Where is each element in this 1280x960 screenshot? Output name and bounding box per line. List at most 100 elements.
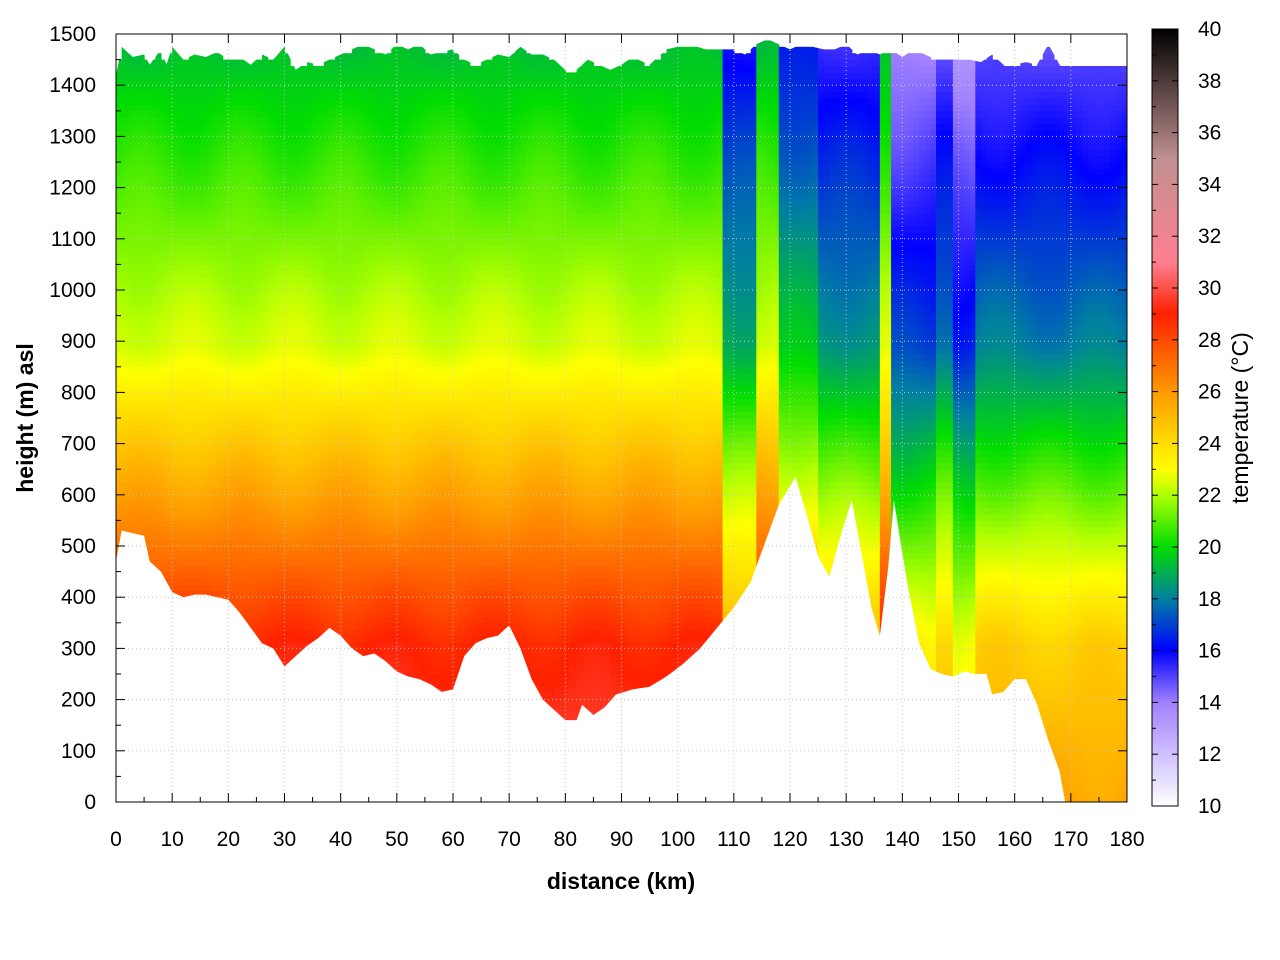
heatmap-cell [121,366,128,374]
heatmap-cell [312,309,319,317]
heatmap-cell [183,539,190,547]
heatmap-cell [222,437,229,445]
heatmap-cell [301,213,308,221]
heatmap-cell [267,379,274,387]
heatmap-cell [318,117,325,125]
heatmap-cell [278,232,286,240]
heatmap-cell [217,514,224,521]
heatmap-cell [183,469,190,477]
heatmap-cell [200,443,207,451]
heatmap-cell [228,258,235,265]
heatmap-cell [121,386,128,393]
heatmap-cell [278,635,286,643]
heatmap-cell [267,91,274,99]
heatmap-cell [318,206,325,214]
heatmap-cell [318,514,325,521]
heatmap-cell [189,552,196,560]
heatmap-cell [211,142,218,150]
heatmap-cell [295,590,302,598]
heatmap-cell [127,379,134,387]
heatmap-cell [267,354,274,361]
heatmap-cell [306,117,314,125]
heatmap-cell [166,514,173,521]
heatmap-cell [335,219,342,227]
heatmap-cell [301,322,308,329]
heatmap-cell [138,251,145,259]
heatmap-cell [306,437,314,445]
heatmap-cell [172,251,179,259]
heatmap-cell [121,226,128,233]
heatmap-cell [116,213,123,221]
heatmap-cell [273,315,280,323]
heatmap-cell [301,123,308,131]
heatmap-cell [138,98,145,105]
heatmap-cell [351,373,359,381]
heatmap-cell [256,296,263,304]
heatmap-cell [329,155,336,163]
heatmap-cell [335,584,342,592]
heatmap-cell [160,194,168,201]
heatmap-cell [250,526,258,534]
heatmap-cell [323,85,331,93]
heatmap-cell [301,264,308,272]
heatmap-cell [127,110,134,118]
heatmap-cell [318,213,325,221]
heatmap-cell [228,264,235,272]
heatmap-cell [323,578,331,585]
heatmap-cell [183,168,190,176]
heatmap-cell [233,603,241,611]
heatmap-cell [189,533,196,541]
heatmap-cell [295,533,302,541]
heatmap-cell [256,219,263,227]
heatmap-cell [256,290,263,297]
heatmap-cell [290,539,297,547]
heatmap-cell [312,507,319,515]
heatmap-cell [127,418,134,425]
heatmap-cell [144,155,151,163]
heatmap-cell [301,155,308,163]
heatmap-cell [189,104,196,112]
heatmap-cell [245,206,252,214]
heatmap-cell [284,283,291,291]
heatmap-cell [351,398,359,406]
heatmap-cell [222,565,229,573]
heatmap-cell [278,302,286,310]
heatmap-cell [301,469,308,477]
heatmap-cell [138,136,145,144]
heatmap-cell [239,264,246,272]
heatmap-cell [250,373,258,381]
heatmap-cell [335,456,342,464]
heatmap-cell [200,386,207,393]
heatmap-cell [256,206,263,214]
heatmap-cell [155,392,162,400]
heatmap-cell [200,283,207,291]
heatmap-cell [239,514,246,521]
heatmap-cell [329,78,336,86]
heatmap-cell [239,315,246,323]
heatmap-cell [306,373,314,381]
heatmap-cell [127,168,134,176]
heatmap-cell [346,398,353,406]
heatmap-cell [284,373,291,381]
heatmap-cell [306,392,314,400]
heatmap-cell [267,334,274,342]
heatmap-cell [301,514,308,521]
heatmap-cell [189,386,196,393]
heatmap-cell [160,238,168,246]
heatmap-cell [222,578,229,585]
heatmap-cell [177,456,184,464]
heatmap-cell [183,155,190,163]
heatmap-cell [351,194,359,201]
heatmap-cell [318,322,325,329]
heatmap-cell [177,488,184,496]
heatmap-cell [346,475,353,483]
heatmap-cell [306,520,314,528]
heatmap-cell [278,53,286,61]
heatmap-cell [250,590,258,598]
heatmap-cell [340,622,347,630]
heatmap-cell [155,194,162,201]
heatmap-cell [267,622,274,630]
heatmap-cell [211,584,218,592]
heatmap-cell [329,290,336,297]
heatmap-cell [127,290,134,297]
